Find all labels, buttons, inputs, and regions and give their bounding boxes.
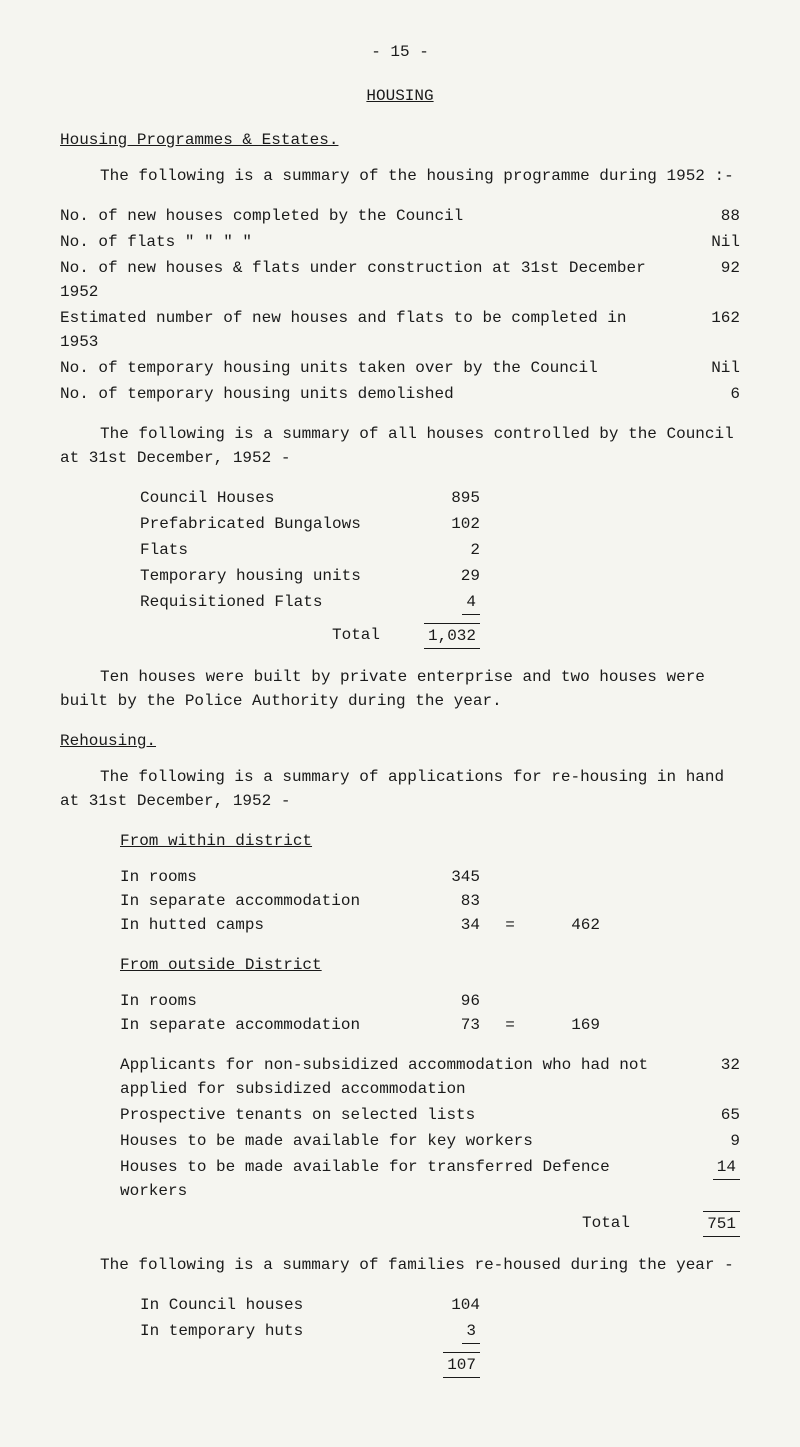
- eq-label: In rooms: [120, 989, 420, 1013]
- stat-row: No. of new houses completed by the Counc…: [60, 204, 740, 228]
- list-value: 3: [420, 1319, 480, 1344]
- eq-value: 83: [420, 889, 480, 913]
- stat-value: Nil: [680, 230, 740, 254]
- list-value: 102: [420, 512, 480, 536]
- eq-sign: =: [480, 913, 540, 937]
- eq-sign: =: [480, 1013, 540, 1037]
- grand-total-row: Total 751: [120, 1211, 740, 1237]
- eq-row: In separate accommodation 73 = 169: [120, 1013, 740, 1037]
- list-label: In Council houses: [140, 1293, 420, 1317]
- intro-para-1: The following is a summary of the housin…: [60, 164, 740, 188]
- list-row: In temporary huts 3: [140, 1319, 740, 1344]
- eq-row: In rooms 345: [120, 865, 740, 889]
- list-value: 4: [420, 590, 480, 615]
- eq-value: 34: [420, 913, 480, 937]
- eq-row: In separate accommodation 83: [120, 889, 740, 913]
- stat-row: No. of new houses & flats under construc…: [60, 256, 740, 304]
- total-value: 1,032: [420, 623, 480, 649]
- list-label: Temporary housing units: [140, 564, 420, 588]
- outside-district-block: From outside District In rooms 96 In sep…: [120, 953, 740, 1037]
- within-district-block: From within district In rooms 345 In sep…: [120, 829, 740, 937]
- eq-label: In separate accommodation: [120, 1013, 420, 1037]
- eq-value: 73: [420, 1013, 480, 1037]
- stat-label: No. of temporary housing units taken ove…: [60, 356, 680, 380]
- rehousing-label: Prospective tenants on selected lists: [120, 1103, 690, 1127]
- eq-value: 345: [420, 865, 480, 889]
- rehousing-label: Applicants for non-subsidized accommodat…: [120, 1053, 690, 1101]
- eq-row: In rooms 96: [120, 989, 740, 1013]
- empty: [140, 1352, 420, 1378]
- stats-block-1: No. of new houses completed by the Counc…: [60, 204, 740, 406]
- list-value: 2: [420, 538, 480, 562]
- rehousing-row: Houses to be made available for transfer…: [120, 1155, 740, 1203]
- stat-label: No. of temporary housing units demolishe…: [60, 382, 680, 406]
- list-value: 895: [420, 486, 480, 510]
- list-label: Council Houses: [140, 486, 420, 510]
- list-label: In temporary huts: [140, 1319, 420, 1344]
- rehousing-row: Prospective tenants on selected lists 65: [120, 1103, 740, 1127]
- rehousing-row: Applicants for non-subsidized accommodat…: [120, 1053, 740, 1101]
- rehousing-value: 65: [690, 1103, 740, 1127]
- ten-houses-para: Ten houses were built by private enterpr…: [60, 665, 740, 713]
- outside-heading: From outside District: [120, 953, 740, 977]
- eq-row: In hutted camps 34 = 462: [120, 913, 740, 937]
- rehousing-label: Houses to be made available for key work…: [120, 1129, 690, 1153]
- council-stats-block: Council Houses 895 Prefabricated Bungalo…: [140, 486, 740, 649]
- stat-value: 88: [680, 204, 740, 228]
- families-block: In Council houses 104 In temporary huts …: [140, 1293, 740, 1378]
- stat-row: No. of temporary housing units taken ove…: [60, 356, 740, 380]
- families-total-row: 107: [140, 1352, 740, 1378]
- list-label: Requisitioned Flats: [140, 590, 420, 615]
- eq-label: In separate accommodation: [120, 889, 420, 913]
- list-row: Council Houses 895: [140, 486, 740, 510]
- stat-row: No. of temporary housing units demolishe…: [60, 382, 740, 406]
- stat-label: No. of new houses & flats under construc…: [60, 256, 680, 304]
- rehousing-row: Houses to be made available for key work…: [120, 1129, 740, 1153]
- list-value: 104: [420, 1293, 480, 1317]
- stat-value: 162: [680, 306, 740, 354]
- eq-value: 96: [420, 989, 480, 1013]
- total-row: Total 1,032: [140, 623, 740, 649]
- main-heading: HOUSING: [60, 84, 740, 108]
- section-heading-rehousing: Rehousing.: [60, 729, 740, 753]
- families-intro: The following is a summary of families r…: [60, 1253, 740, 1277]
- list-value: 29: [420, 564, 480, 588]
- list-row: Prefabricated Bungalows 102: [140, 512, 740, 536]
- section-heading-programmes: Housing Programmes & Estates.: [60, 128, 740, 152]
- list-row: In Council houses 104: [140, 1293, 740, 1317]
- stat-value: Nil: [680, 356, 740, 380]
- eq-label: In hutted camps: [120, 913, 420, 937]
- rehousing-value: 14: [690, 1155, 740, 1203]
- list-row: Flats 2: [140, 538, 740, 562]
- rehousing-value: 32: [690, 1053, 740, 1101]
- list-label: Prefabricated Bungalows: [140, 512, 420, 536]
- additional-block: Applicants for non-subsidized accommodat…: [120, 1053, 740, 1237]
- list-row: Temporary housing units 29: [140, 564, 740, 588]
- eq-label: In rooms: [120, 865, 420, 889]
- stat-label: No. of flats " " " ": [60, 230, 680, 254]
- eq-total: 169: [540, 1013, 600, 1037]
- eq-total: 462: [540, 913, 600, 937]
- within-heading: From within district: [120, 829, 740, 853]
- stat-label: Estimated number of new houses and flats…: [60, 306, 680, 354]
- page-number: - 15 -: [60, 40, 740, 64]
- stat-value: 6: [680, 382, 740, 406]
- stat-row: Estimated number of new houses and flats…: [60, 306, 740, 354]
- stat-row: No. of flats " " " " Nil: [60, 230, 740, 254]
- grand-total-label: Total: [582, 1211, 630, 1237]
- rehousing-label: Houses to be made available for transfer…: [120, 1155, 690, 1203]
- list-label: Flats: [140, 538, 420, 562]
- rehousing-value: 9: [690, 1129, 740, 1153]
- council-intro: The following is a summary of all houses…: [60, 422, 740, 470]
- families-total-value: 107: [420, 1352, 480, 1378]
- list-row: Requisitioned Flats 4: [140, 590, 740, 615]
- stat-label: No. of new houses completed by the Counc…: [60, 204, 680, 228]
- rehousing-intro: The following is a summary of applicatio…: [60, 765, 740, 813]
- grand-total-value: 751: [690, 1211, 740, 1237]
- stat-value: 92: [680, 256, 740, 304]
- total-label: Total: [140, 623, 420, 649]
